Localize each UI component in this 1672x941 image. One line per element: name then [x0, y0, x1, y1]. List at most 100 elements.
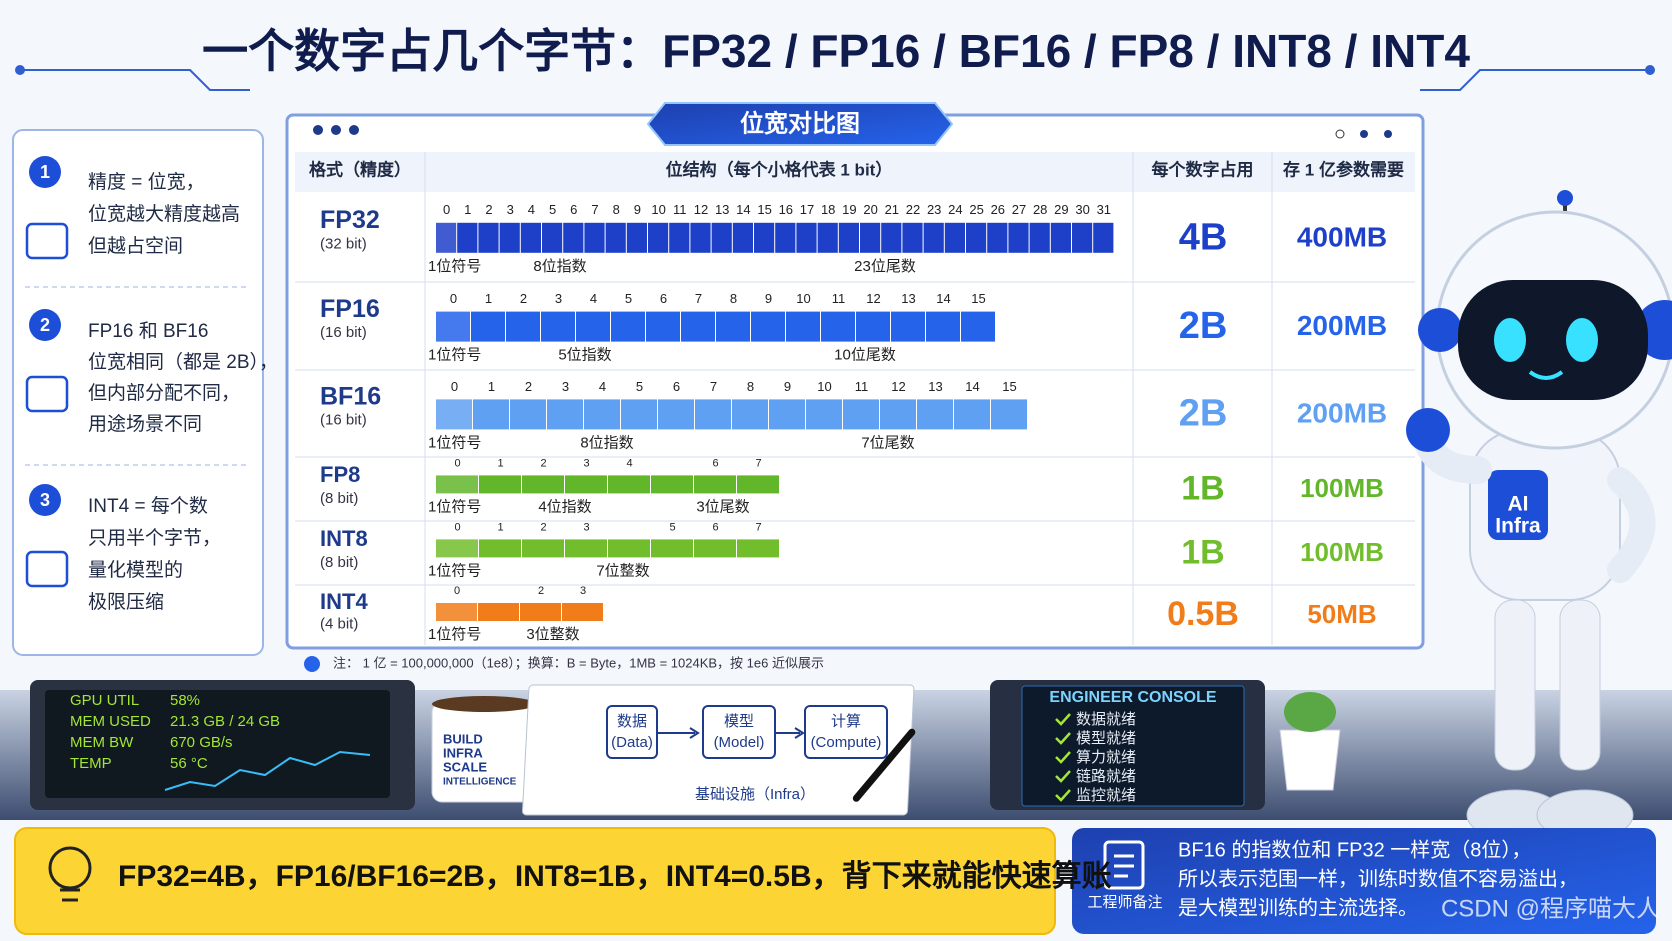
bit-index: 4 [528, 202, 535, 217]
memory: 400MB [1297, 222, 1387, 253]
bit-count: (8 bit) [320, 554, 358, 571]
bit-cell [966, 222, 987, 253]
bit-cell [732, 399, 768, 430]
bit-count: (16 bit) [320, 411, 367, 428]
bit-cell [436, 475, 478, 494]
segment-label: 1位符号 [428, 626, 481, 643]
bit-cell [646, 311, 680, 342]
bit-cell [457, 222, 478, 253]
remark-line: BF16 的指数位和 FP32 一样宽（8位）， [1178, 838, 1531, 861]
bit-cell [732, 222, 753, 253]
segment-label: 7位整数 [596, 562, 649, 579]
bit-index: 0 [454, 585, 460, 597]
bit-cell [1008, 222, 1029, 253]
bit-cell [690, 222, 711, 253]
note-line: 但内部分配不同， [88, 382, 240, 404]
bit-index: 7 [755, 521, 761, 533]
segment-label: 1位符号 [428, 258, 481, 275]
bit-cell [510, 399, 546, 430]
flow-node-text: 数据 [617, 713, 647, 730]
remark-line: 所以表示范围一样，训练时数值不容易溢出， [1178, 867, 1578, 890]
bit-index: 8 [747, 379, 754, 394]
memory: 50MB [1307, 599, 1376, 629]
gpu-label: MEM USED [70, 713, 151, 730]
console-item: 链路就绪 [1076, 768, 1136, 785]
bit-cell [987, 222, 1008, 253]
bit-index: 17 [800, 202, 814, 217]
bit-cell [694, 539, 736, 558]
bit-index: 7 [591, 202, 598, 217]
bytes: 4B [1179, 216, 1228, 258]
note-number: 2 [40, 315, 50, 335]
console-item: 模型就绪 [1076, 730, 1136, 747]
gpu-value: 58% [170, 692, 200, 709]
bit-index: 12 [866, 291, 880, 306]
bit-cell [881, 222, 902, 253]
bit-index: 6 [570, 202, 577, 217]
bit-index: 3 [555, 291, 562, 306]
flow-node-text: 模型 [724, 713, 754, 730]
segment-label: 1位符号 [428, 498, 481, 515]
bit-cell [926, 311, 960, 342]
bit-index: 31 [1097, 202, 1111, 217]
bit-index: 2 [540, 457, 546, 469]
bit-index: 21 [885, 202, 899, 217]
note-line: 用途场景不同 [88, 413, 202, 435]
bit-cell [769, 399, 805, 430]
note-number: 1 [40, 162, 50, 182]
flow-caption: 基础设施（Infra） [695, 786, 815, 803]
bit-cell [608, 475, 650, 494]
bit-index: 4 [599, 379, 606, 394]
bit-cell [954, 399, 990, 430]
bit-index: 27 [1012, 202, 1026, 217]
bit-index: 3 [507, 202, 514, 217]
notebook [521, 684, 916, 816]
check [1055, 751, 1071, 764]
bytes: 1B [1181, 469, 1224, 507]
bit-index: 24 [948, 202, 962, 217]
flow-node-text: (Model) [714, 734, 765, 751]
bit-index: 30 [1075, 202, 1089, 217]
bit-index: 4 [590, 291, 597, 306]
bit-index: 3 [562, 379, 569, 394]
bit-index: 15 [971, 291, 985, 306]
bit-cell [669, 222, 690, 253]
note-badge [29, 309, 61, 341]
remark-icon [1103, 840, 1145, 890]
bit-index: 2 [520, 291, 527, 306]
bit-cell [711, 222, 732, 253]
bit-index: 5 [625, 291, 632, 306]
bit-cell [843, 399, 879, 430]
gpu-label: GPU UTIL [70, 692, 139, 709]
format: INT8 [320, 526, 368, 551]
bit-index: 25 [969, 202, 983, 217]
note-line: INT4 = 每个数 [88, 495, 208, 517]
segment-label: 3位尾数 [696, 498, 749, 515]
gpu-value: 21.3 GB / 24 GB [170, 713, 280, 730]
bit-index: 14 [736, 202, 750, 217]
note-line: 精度 = 位宽， [88, 171, 205, 193]
bit-index: 22 [906, 202, 920, 217]
bit-cell [838, 222, 859, 253]
segment-label: 23位尾数 [854, 258, 916, 275]
format: FP32 [320, 206, 380, 234]
gpu-monitor [30, 680, 415, 810]
bit-index: 4 [626, 457, 632, 469]
bit-index: 29 [1054, 202, 1068, 217]
bit-index: 11 [832, 291, 846, 306]
bit-cell [605, 222, 626, 253]
bit-count: (32 bit) [320, 236, 367, 253]
segment-label: 1位符号 [428, 434, 481, 451]
bit-cell [775, 222, 796, 253]
bit-index: 28 [1033, 202, 1047, 217]
bit-cell [479, 475, 521, 494]
console-item: 数据就绪 [1076, 711, 1136, 728]
bit-cell [1029, 222, 1050, 253]
bit-index: 18 [821, 202, 835, 217]
mug-text: INTELLIGENCE [443, 777, 517, 788]
format: FP8 [320, 462, 360, 487]
segment-label: 8位指数 [533, 258, 586, 275]
console-title: ENGINEER CONSOLE [1049, 689, 1216, 706]
table-header: 每个数字占用 [1152, 159, 1254, 179]
panel-title: 位宽对比图 [740, 109, 860, 137]
